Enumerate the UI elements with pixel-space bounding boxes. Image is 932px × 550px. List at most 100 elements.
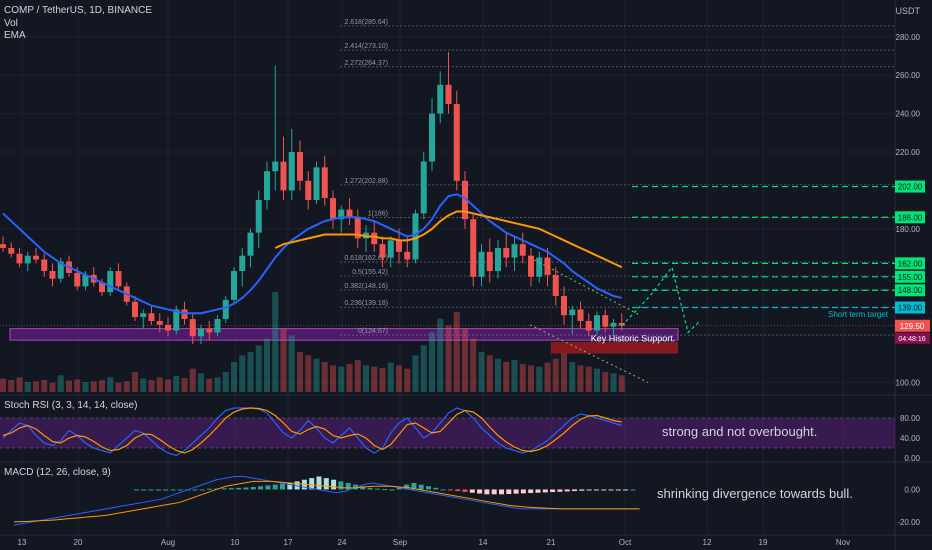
macd-histogram-bar <box>520 489 526 494</box>
countdown-label: 04:48:16 <box>898 336 925 343</box>
macd-histogram-bar <box>630 489 636 491</box>
volume-bar <box>66 380 72 392</box>
candle-body <box>470 219 477 277</box>
macd-macd-line <box>13 475 640 526</box>
volume-bar <box>585 366 592 392</box>
volume-bar <box>123 381 130 392</box>
candle-body <box>214 319 221 333</box>
macd-histogram-bar <box>535 489 541 493</box>
volume-bar <box>528 365 534 392</box>
stoch-annotation: strong and not overbought. <box>662 424 818 439</box>
candle-body <box>313 167 320 200</box>
ema-label: EMA <box>4 30 26 41</box>
candle-body <box>156 320 163 325</box>
macd-histogram-bar <box>542 489 548 493</box>
macd-histogram-bar <box>258 486 264 490</box>
macd-histogram-bar <box>433 487 439 490</box>
fib-level-label: 1(186) <box>368 210 388 217</box>
volume-bar <box>165 379 171 392</box>
macd-histogram-bar <box>608 489 614 491</box>
volume-bar <box>618 375 625 392</box>
volume-bar <box>297 352 303 392</box>
y-tick-label: 240.00 <box>896 110 921 119</box>
x-tick-label: 13 <box>18 538 27 547</box>
candle-body <box>140 313 147 318</box>
target-price-label: 139.00 <box>898 304 923 313</box>
candle-body <box>536 257 543 277</box>
candle-body <box>602 315 609 327</box>
volume-bar <box>569 362 576 392</box>
volume-bar <box>222 372 229 392</box>
target-price-label: 148.00 <box>898 286 923 295</box>
volume-bar <box>173 376 180 392</box>
candle-body <box>420 161 427 214</box>
volume-bar <box>288 335 295 392</box>
volume-bar <box>602 372 609 392</box>
volume-bar <box>239 355 246 392</box>
candle-body <box>132 301 138 318</box>
candle-body <box>519 244 526 256</box>
volume-bar <box>115 382 122 392</box>
target-price-label: 202.00 <box>898 183 923 192</box>
candle-body <box>247 232 254 256</box>
volume-bar <box>8 380 15 392</box>
fib-level-label: 1.272(202.88) <box>344 178 388 185</box>
macd-histogram-bar <box>491 489 497 495</box>
macd-histogram-bar <box>557 489 563 492</box>
candle-body <box>396 240 402 252</box>
candle-body <box>33 255 39 260</box>
candle-body <box>321 167 328 199</box>
macd-histogram-bar <box>462 489 468 492</box>
volume-bar <box>486 355 493 392</box>
macd-histogram-bar <box>192 489 198 491</box>
macd-histogram-bar <box>440 489 446 491</box>
macd-histogram-bar <box>199 489 205 491</box>
volume-bar <box>231 362 237 392</box>
volume-bar <box>371 366 378 392</box>
macd-histogram-bar <box>484 489 490 495</box>
macd-histogram-bar <box>331 479 337 490</box>
volume-bar <box>313 358 320 392</box>
candle-body <box>594 315 600 331</box>
volume-bar <box>470 338 477 392</box>
candle-body <box>16 253 23 264</box>
x-tick-label: Aug <box>161 538 175 547</box>
volume-bar <box>330 365 336 392</box>
target-price-tag <box>895 284 925 297</box>
target-price-tag <box>895 301 925 314</box>
volume-bar <box>346 364 353 392</box>
macd-histogram-bar <box>396 487 402 490</box>
volume-bar <box>148 380 155 392</box>
candle-body <box>387 240 394 258</box>
stoch-d-line <box>2 407 622 454</box>
macd-histogram-bar <box>163 489 169 491</box>
target-price-tag <box>895 211 925 224</box>
candle-body <box>511 244 518 258</box>
fib-level-label: 2.272(264.37) <box>344 60 388 67</box>
candle-body <box>478 251 485 277</box>
symbol-title: COMP / TetherUS, 1D, BINANCE <box>4 5 153 16</box>
candle-body <box>338 209 345 220</box>
volume-bar <box>16 377 23 392</box>
candle-body <box>354 217 361 239</box>
volume-bar <box>445 325 452 392</box>
volume-bar <box>420 345 427 392</box>
macd-histogram-bar <box>287 482 293 490</box>
macd-histogram-bar <box>572 489 577 492</box>
candle-body <box>610 322 617 327</box>
macd-histogram-bar <box>623 489 629 491</box>
macd-histogram-bar <box>207 488 212 490</box>
x-tick-label: Sep <box>393 538 408 547</box>
macd-histogram-bar <box>593 489 599 491</box>
target-price-tag <box>895 180 925 193</box>
volume-bar <box>478 352 485 392</box>
macd-histogram-bar <box>469 489 475 493</box>
ema-slow-line <box>274 210 623 269</box>
candle-body <box>264 171 270 200</box>
candle-body <box>429 113 435 162</box>
macd-histogram-bar <box>389 489 395 491</box>
volume-bar <box>404 368 411 392</box>
macd-histogram-bar <box>506 489 512 494</box>
